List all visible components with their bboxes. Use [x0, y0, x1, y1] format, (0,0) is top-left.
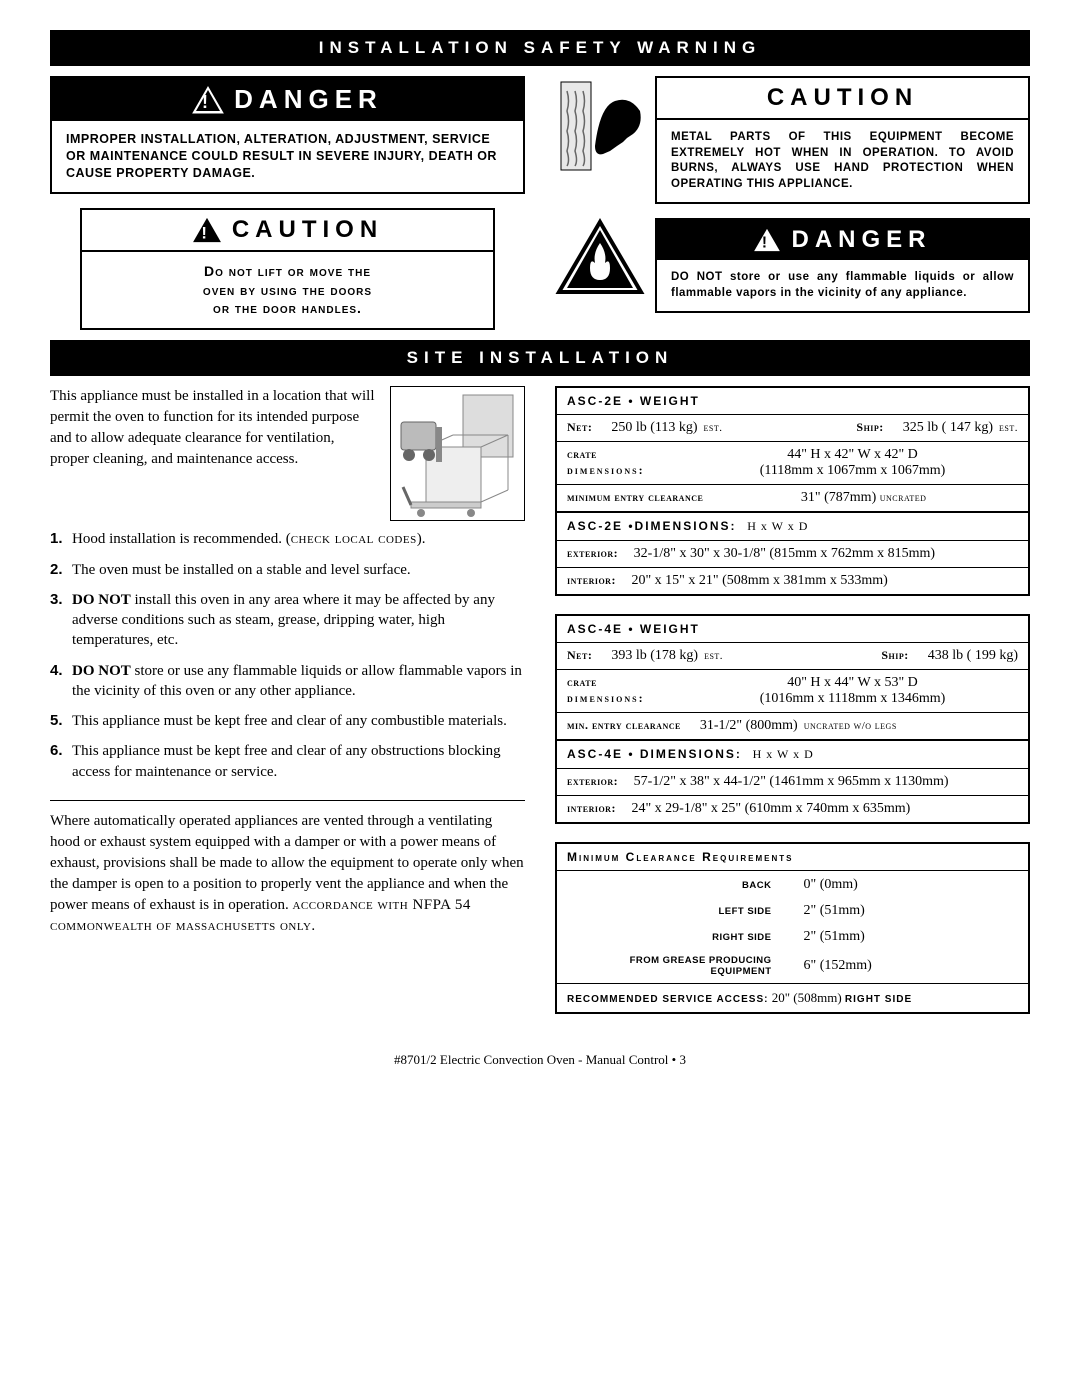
site-columns: This appliance must be installed in a lo… [50, 386, 1030, 1032]
danger-row-2: ! DANGER DO NOT store or use any flammab… [555, 218, 1030, 313]
caution1-line1: Do not lift or move the [96, 262, 479, 281]
asc-4e-interior: interior: 24" x 29-1/8" x 25" (610mm x 7… [557, 796, 1028, 822]
step-1: Hood installation is recommended. (check… [50, 529, 525, 549]
clearance-left: LEFT SIDE2" (51mm) [559, 899, 1026, 923]
asc-2e-interior: interior: 20" x 15" x 21" (508mm x 381mm… [557, 568, 1028, 594]
danger-label-2: DANGER [791, 226, 931, 254]
svg-text:!: ! [201, 223, 212, 242]
step-3: DO NOT install this oven in any area whe… [50, 590, 525, 651]
danger-box-2: ! DANGER DO NOT store or use any flammab… [655, 218, 1030, 313]
asc-2e-exterior: exterior: 32-1/8" x 30" x 30-1/8" (815mm… [557, 541, 1028, 568]
site-right-col: ASC-2E • WEIGHT Net: 250 lb (113 kg) est… [555, 386, 1030, 1032]
asc-4e-spec: ASC-4E • WEIGHT Net: 393 lb (178 kg) est… [555, 614, 1030, 824]
caution1-line3: or the door handles. [96, 299, 479, 318]
clearance-table: BACK0" (0mm) LEFT SIDE2" (51mm) RIGHT SI… [557, 871, 1028, 983]
step-6: This appliance must be kept free and cle… [50, 741, 525, 782]
caution-text-1: Do not lift or move the oven by using th… [82, 252, 493, 329]
site-install-banner: SITE INSTALLATION [50, 340, 1030, 376]
divider [50, 800, 525, 801]
hot-surface-icon [555, 76, 645, 181]
clearance-back: BACK0" (0mm) [559, 873, 1026, 897]
clearance-spec: Minimum Clearance Requirements BACK0" (0… [555, 842, 1030, 1014]
caution-row-2: CAUTION METAL PARTS OF THIS EQUIPMENT BE… [555, 76, 1030, 204]
clearance-hdr: Minimum Clearance Requirements [557, 844, 1028, 871]
warning-triangle-icon: ! [192, 86, 224, 114]
asc-2e-weights: Net: 250 lb (113 kg) est. Ship: 325 lb (… [557, 415, 1028, 442]
warning-triangle-icon: ! [753, 228, 781, 252]
safety-warning-banner: INSTALLATION SAFETY WARNING [50, 30, 1030, 66]
intro-text: This appliance must be installed in a lo… [50, 386, 376, 521]
step-4: DO NOT store or use any flammable liquid… [50, 661, 525, 702]
asc-4e-weights: Net: 393 lb (178 kg) est. Ship: 438 lb (… [557, 643, 1028, 670]
asc-2e-clearance: minimum entry clearance 31" (787mm) uncr… [557, 485, 1028, 513]
page-footer: #8701/2 Electric Convection Oven - Manua… [50, 1052, 1030, 1068]
caution-header-1: ! CAUTION [82, 210, 493, 252]
caution-label-1: CAUTION [232, 216, 383, 244]
asc-4e-exterior: exterior: 57-1/2" x 38" x 44-1/2" (1461m… [557, 769, 1028, 796]
step-5: This appliance must be kept free and cle… [50, 711, 525, 731]
asc-4e-dim-hdr: ASC-4E • DIMENSIONS: H x W x D [557, 741, 1028, 769]
caution-label-2: CAUTION [767, 84, 918, 112]
svg-text:!: ! [762, 235, 772, 252]
danger-text-2: DO NOT store or use any flammable liquid… [657, 260, 1028, 311]
asc-4e-crate: crate40" H x 44" W x 53" D dimensions:(1… [557, 670, 1028, 713]
clearance-service: RECOMMENDED SERVICE ACCESS: 20" (508mm) … [557, 983, 1028, 1012]
asc-4e-clearance: min. entry clearance 31-1/2" (800mm) unc… [557, 713, 1028, 741]
safety-left-col: ! DANGER IMPROPER INSTALLATION, ALTERATI… [50, 76, 525, 330]
intro-row: This appliance must be installed in a lo… [50, 386, 525, 521]
danger-header-2: ! DANGER [657, 220, 1028, 260]
clearance-right: RIGHT SIDE2" (51mm) [559, 925, 1026, 949]
asc-2e-crate: crate44" H x 42" W x 42" D dimensions:(1… [557, 442, 1028, 485]
danger-box-1: ! DANGER IMPROPER INSTALLATION, ALTERATI… [50, 76, 525, 194]
asc-4e-weight-hdr: ASC-4E • WEIGHT [557, 616, 1028, 643]
asc-2e-weight-hdr: ASC-2E • WEIGHT [557, 388, 1028, 415]
site-left-col: This appliance must be installed in a lo… [50, 386, 525, 1032]
forklift-illustration [390, 386, 525, 521]
safety-right-col: CAUTION METAL PARTS OF THIS EQUIPMENT BE… [555, 76, 1030, 330]
danger-header-1: ! DANGER [52, 78, 523, 121]
caution-header-2: CAUTION [657, 78, 1028, 120]
nfpa-note: Where automatically operated appliances … [50, 811, 525, 937]
caution-box-2: CAUTION METAL PARTS OF THIS EQUIPMENT BE… [655, 76, 1030, 204]
caution-box-1: ! CAUTION Do not lift or move the oven b… [80, 208, 495, 331]
asc-2e-spec: ASC-2E • WEIGHT Net: 250 lb (113 kg) est… [555, 386, 1030, 596]
safety-columns: ! DANGER IMPROPER INSTALLATION, ALTERATI… [50, 76, 1030, 330]
caution-text-2: METAL PARTS OF THIS EQUIPMENT BECOME EXT… [657, 120, 1028, 202]
clearance-grease: FROM GREASE PRODUCING EQUIPMENT6" (152mm… [559, 951, 1026, 981]
caution1-line2: oven by using the doors [96, 281, 479, 300]
warning-triangle-icon: ! [192, 217, 222, 243]
install-steps: Hood installation is recommended. (check… [50, 529, 525, 782]
svg-text:!: ! [202, 92, 214, 112]
flammable-triangle-icon [555, 218, 645, 303]
asc-2e-dim-hdr: ASC-2E •DIMENSIONS: H x W x D [557, 513, 1028, 541]
danger-label-1: DANGER [234, 84, 383, 115]
danger-text-1: IMPROPER INSTALLATION, ALTERATION, ADJUS… [52, 121, 523, 192]
step-2: The oven must be installed on a stable a… [50, 560, 525, 580]
